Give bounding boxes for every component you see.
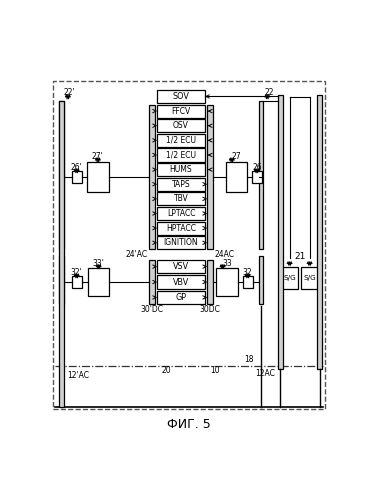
- Text: 33': 33': [93, 259, 104, 268]
- Text: LPTACC: LPTACC: [167, 209, 195, 218]
- Bar: [87, 162, 108, 192]
- Bar: [157, 207, 205, 220]
- Bar: [149, 104, 155, 250]
- Bar: [157, 178, 205, 191]
- Text: HPTACC: HPTACC: [166, 224, 196, 233]
- Bar: [243, 276, 253, 288]
- Text: 30'DC: 30'DC: [141, 305, 164, 314]
- Bar: [226, 162, 247, 192]
- Text: 30DC: 30DC: [200, 305, 220, 314]
- Bar: [157, 291, 205, 304]
- Bar: [157, 222, 205, 235]
- Bar: [259, 101, 263, 250]
- Bar: [278, 95, 283, 369]
- Bar: [72, 276, 82, 288]
- Bar: [157, 260, 205, 273]
- Bar: [157, 163, 205, 176]
- Text: VBV: VBV: [173, 277, 189, 286]
- Text: ФИГ. 5: ФИГ. 5: [167, 418, 211, 431]
- Bar: [207, 104, 213, 250]
- Bar: [157, 104, 205, 118]
- Text: S/G: S/G: [303, 275, 316, 281]
- Bar: [157, 275, 205, 288]
- Bar: [149, 260, 155, 304]
- Text: TBV: TBV: [174, 195, 189, 204]
- Bar: [157, 148, 205, 162]
- Text: 26: 26: [252, 163, 262, 172]
- Bar: [157, 90, 205, 103]
- Bar: [53, 81, 325, 410]
- Bar: [59, 101, 64, 250]
- Bar: [207, 260, 213, 304]
- Text: 33: 33: [223, 259, 232, 268]
- Text: 12AC: 12AC: [255, 369, 275, 378]
- Text: 12'AC: 12'AC: [67, 371, 89, 380]
- Text: 26': 26': [70, 163, 82, 172]
- Text: 10: 10: [210, 366, 220, 375]
- Bar: [217, 268, 238, 296]
- Text: 32: 32: [243, 268, 252, 277]
- Text: 1/2 ECU: 1/2 ECU: [166, 136, 196, 145]
- Text: HUMS: HUMS: [170, 165, 192, 174]
- Text: SOV: SOV: [173, 92, 189, 101]
- Text: 32': 32': [70, 268, 82, 277]
- Bar: [157, 119, 205, 132]
- Bar: [157, 236, 205, 250]
- Text: 24AC: 24AC: [214, 250, 234, 259]
- Text: FFCV: FFCV: [172, 107, 191, 116]
- Text: IGNITION: IGNITION: [164, 238, 199, 248]
- Bar: [252, 171, 262, 183]
- Text: 27': 27': [92, 152, 104, 161]
- Bar: [59, 256, 64, 304]
- Text: 22: 22: [265, 88, 275, 97]
- Text: GP: GP: [176, 293, 186, 302]
- Text: S/G: S/G: [283, 275, 296, 281]
- Text: 22': 22': [63, 88, 75, 97]
- Text: 20: 20: [162, 366, 171, 375]
- Bar: [301, 267, 318, 289]
- Text: 24'AC: 24'AC: [126, 250, 148, 259]
- Bar: [281, 267, 298, 289]
- Text: 18: 18: [244, 355, 254, 364]
- Bar: [317, 95, 322, 369]
- Bar: [88, 268, 110, 296]
- Text: 27: 27: [232, 152, 241, 161]
- Bar: [72, 171, 82, 183]
- Text: VSV: VSV: [173, 262, 189, 271]
- Text: TAPS: TAPS: [172, 180, 190, 189]
- Bar: [259, 256, 263, 304]
- Text: 21: 21: [294, 252, 305, 261]
- Bar: [157, 134, 205, 147]
- Bar: [157, 192, 205, 206]
- Bar: [59, 101, 64, 407]
- Text: 1/2 ECU: 1/2 ECU: [166, 151, 196, 160]
- Text: OSV: OSV: [173, 121, 189, 130]
